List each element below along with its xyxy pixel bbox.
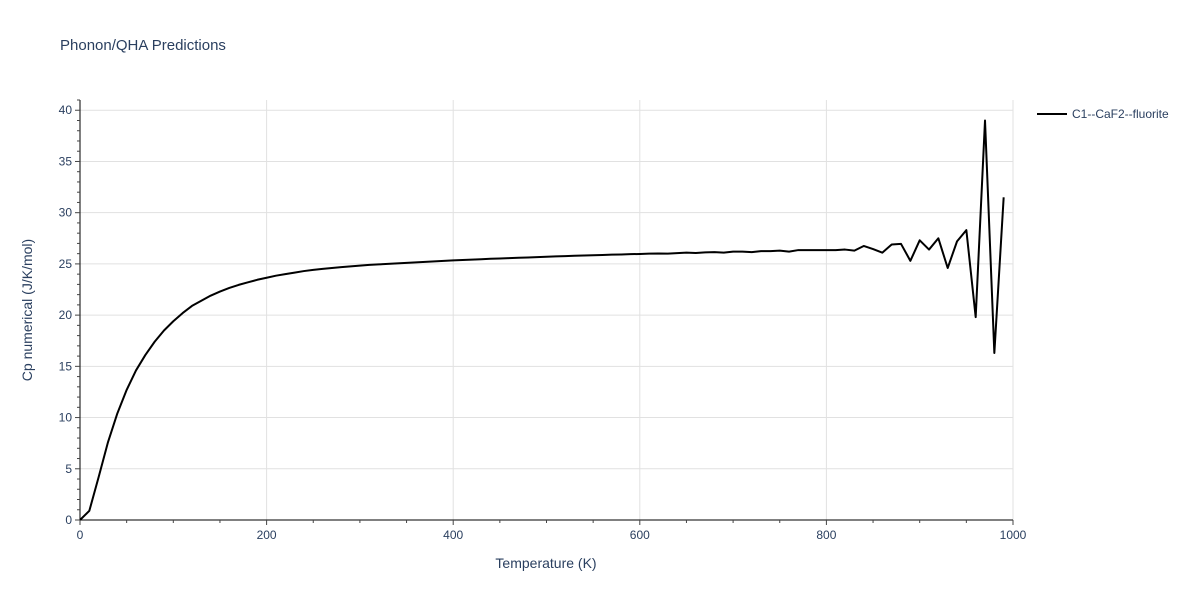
y-tick-label: 5 xyxy=(65,462,72,476)
legend-label: C1--CaF2--fluorite xyxy=(1072,107,1169,121)
x-tick-label: 200 xyxy=(257,528,277,542)
y-tick-label: 25 xyxy=(59,257,73,271)
series-line xyxy=(79,119,1005,521)
y-tick-label: 30 xyxy=(59,206,73,220)
x-tick-label: 1000 xyxy=(1000,528,1027,542)
x-tick-label: 800 xyxy=(816,528,836,542)
x-tick-label: 400 xyxy=(443,528,463,542)
x-tick-labels: 0 200 400 600 800 1000 xyxy=(77,528,1027,542)
grid-lines xyxy=(80,100,1014,520)
y-tick-label: 20 xyxy=(59,308,73,322)
axes xyxy=(75,99,1014,525)
y-tick-label: 0 xyxy=(65,513,72,527)
x-tick-label: 0 xyxy=(77,528,84,542)
y-tick-label: 15 xyxy=(59,359,73,373)
y-tick-labels: 0 5 10 15 20 25 30 35 40 xyxy=(59,103,73,527)
x-tick-label: 600 xyxy=(630,528,650,542)
y-tick-label: 35 xyxy=(59,154,73,168)
y-axis-title: Cp numerical (J/K/mol) xyxy=(19,239,35,381)
chart-title: Phonon/QHA Predictions xyxy=(60,37,226,54)
y-tick-label: 40 xyxy=(59,103,73,117)
plot-area xyxy=(79,119,1005,521)
y-tick-label: 10 xyxy=(59,411,73,425)
legend[interactable]: C1--CaF2--fluorite xyxy=(1037,107,1169,121)
x-axis-title: Temperature (K) xyxy=(495,555,596,571)
